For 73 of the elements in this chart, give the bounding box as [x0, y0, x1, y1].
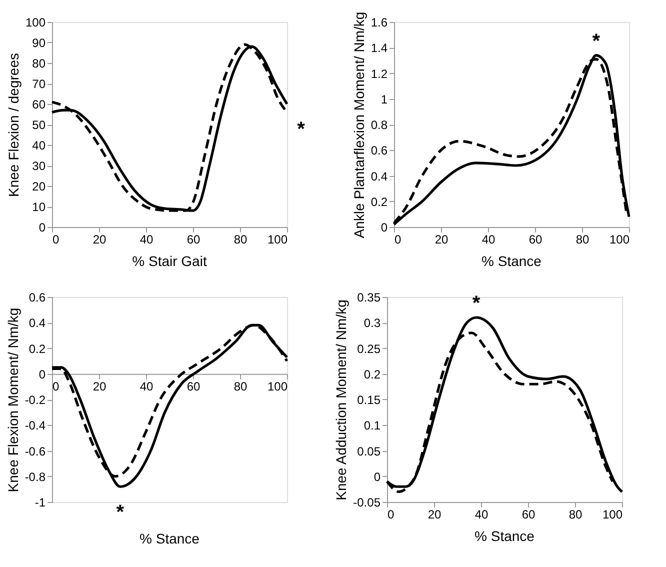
y-tick-label: 0.25: [357, 342, 381, 356]
y-tick-label: 0.4: [370, 169, 388, 184]
x-tick-label: 40: [140, 379, 154, 394]
y-tick-label: 0.2: [370, 194, 388, 209]
y-tick-label: 20: [32, 180, 46, 194]
x-tick-label: 80: [234, 232, 248, 246]
annotation: *: [116, 502, 124, 524]
y-tick-label: 1.2: [370, 66, 388, 81]
x-axis-title: % Stance: [474, 528, 535, 544]
y-tick-label: 0.2: [28, 342, 46, 356]
y-tick-label: 0: [38, 367, 46, 382]
x-tick-label: 100: [609, 232, 630, 246]
y-axis-title: Ankle Plantarflexion Moment/ Nm/kg: [350, 12, 367, 238]
y-tick-label: 1.4: [370, 41, 388, 56]
x-tick-label: 40: [482, 232, 496, 246]
x-tick-label: 100: [602, 508, 623, 522]
y-tick-label: -0.8: [24, 470, 46, 484]
text: *: [297, 118, 306, 140]
x-tick-label: 100: [267, 379, 288, 394]
x-axis-title: % Stance: [140, 530, 200, 547]
y-tick-label: 0: [374, 470, 381, 484]
x-tick-label: 60: [528, 232, 542, 246]
x-tick-label: 60: [186, 379, 200, 394]
x-tick-label: 100: [267, 232, 288, 246]
y-tick-label: 1: [380, 92, 388, 106]
x-tick-label: 0: [394, 232, 402, 246]
y-tick-label: 0.6: [370, 144, 388, 158]
y-axis-title: Knee Flexion / degrees: [5, 53, 22, 197]
y-tick-label: 50: [32, 118, 46, 132]
y-tick-label: 0.6: [28, 290, 46, 304]
y-tick-label: 80: [32, 56, 46, 70]
x-tick-label: 80: [234, 379, 248, 394]
y-tick-label: -0.4: [24, 418, 46, 433]
y-tick-label: 30: [32, 159, 46, 173]
annotation: *: [472, 292, 480, 314]
y-tick-label: 100: [25, 16, 46, 30]
x-tick-label: 80: [576, 232, 590, 246]
y-tick-label: 1.6: [370, 16, 388, 30]
y-tick-label: 40: [32, 138, 46, 152]
y-tick-label: 0.3: [364, 316, 381, 330]
x-tick-label: 60: [522, 508, 536, 522]
y-tick-label: 0: [380, 220, 388, 234]
x-tick-label: 0: [52, 379, 60, 394]
x-tick-label: 20: [92, 232, 106, 246]
y-tick-label: 0.4: [28, 316, 46, 330]
x-tick-label: 20: [434, 232, 448, 246]
y-tick-label: -0.2: [24, 393, 46, 407]
y-axis-title: Knee Flexion Moment/ Nm/kg: [4, 308, 21, 492]
y-tick-label: 10: [32, 200, 46, 214]
x-axis-title: % Stair Gait: [132, 253, 207, 269]
y-tick-label: 0.2: [364, 367, 381, 382]
y-tick-label: 60: [32, 98, 46, 112]
x-tick-label: 80: [568, 508, 582, 522]
annotation: *: [592, 30, 600, 52]
y-tick-label: 0.15: [357, 393, 381, 407]
y-tick-label: 70: [32, 77, 46, 91]
y-tick-label: 0: [38, 220, 46, 234]
x-tick-label: 40: [474, 508, 488, 522]
y-tick-label: -1: [34, 496, 46, 510]
x-tick-label: 0: [52, 232, 60, 246]
y-tick-label: 0.35: [357, 290, 381, 304]
x-tick-label: 20: [92, 379, 106, 394]
x-axis-title: % Stance: [482, 253, 542, 269]
y-tick-label: -0.05: [353, 496, 381, 510]
x-tick-label: 40: [140, 232, 154, 246]
x-tick-label: 60: [186, 232, 200, 246]
y-tick-label: 90: [32, 36, 46, 50]
y-axis-title: Knee Adduction Moment/ Nm/kg: [333, 300, 350, 500]
y-tick-label: 0.1: [364, 418, 381, 433]
x-tick-label: 20: [428, 508, 442, 522]
y-tick-label: 0.05: [357, 444, 381, 458]
y-tick-label: 0.8: [370, 118, 388, 132]
y-tick-label: -0.6: [24, 444, 46, 458]
